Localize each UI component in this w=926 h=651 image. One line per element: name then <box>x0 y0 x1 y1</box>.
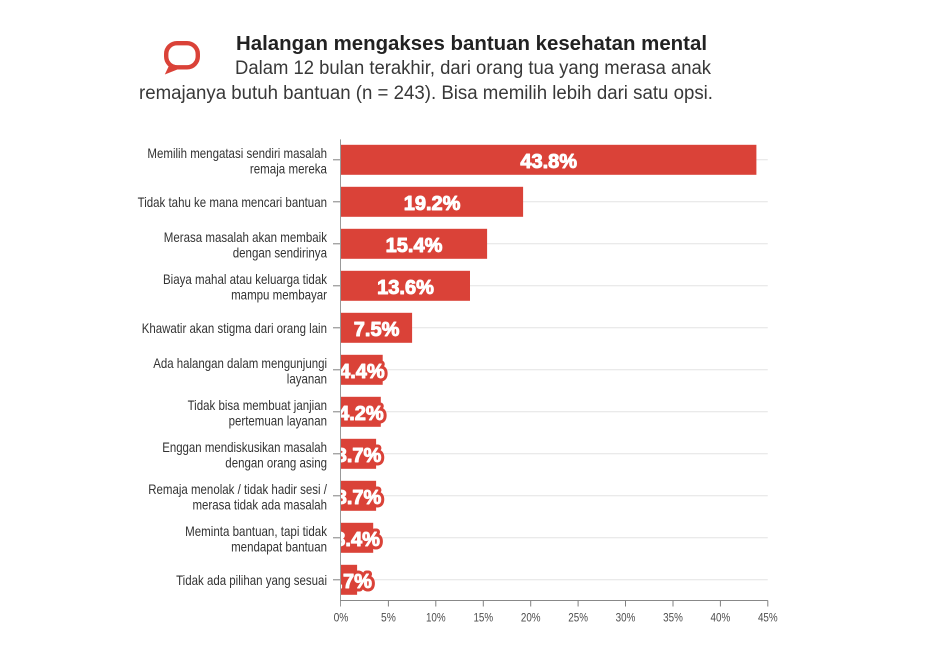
svg-text:3.7%: 3.7% <box>336 445 382 467</box>
svg-text:Remaja menolak / tidak hadir s: Remaja menolak / tidak hadir sesi / <box>148 481 327 497</box>
svg-text:35%: 35% <box>663 611 683 625</box>
svg-text:Tidak ada pilihan yang sesuai: Tidak ada pilihan yang sesuai <box>176 572 327 588</box>
svg-text:43.8%: 43.8% <box>520 151 577 173</box>
svg-text:3.4%: 3.4% <box>334 529 380 551</box>
svg-text:Ada halangan dalam mengunjungi: Ada halangan dalam mengunjungi <box>153 355 327 371</box>
svg-text:10%: 10% <box>426 611 446 625</box>
svg-text:remajanya butuh bantuan (n = 2: remajanya butuh bantuan (n = 243). Bisa … <box>139 83 713 104</box>
svg-text:Merasa masalah akan membaik: Merasa masalah akan membaik <box>164 229 328 245</box>
svg-text:7.5%: 7.5% <box>354 319 400 341</box>
svg-text:Tidak tahu ke mana mencari ban: Tidak tahu ke mana mencari bantuan <box>138 194 327 210</box>
svg-text:30%: 30% <box>616 611 636 625</box>
svg-text:13.6%: 13.6% <box>377 277 434 299</box>
svg-text:4.2%: 4.2% <box>338 403 384 425</box>
svg-text:15.4%: 15.4% <box>386 235 443 257</box>
svg-text:3.7%: 3.7% <box>336 487 382 509</box>
svg-text:13.6%: 13.6% <box>377 277 434 299</box>
svg-text:Enggan mendiskusikan masalah: Enggan mendiskusikan masalah <box>162 439 327 455</box>
svg-text:Tidak bisa membuat janjian: Tidak bisa membuat janjian <box>188 397 327 413</box>
svg-text:dengan orang asing: dengan orang asing <box>225 454 327 470</box>
svg-text:7.5%: 7.5% <box>354 319 400 341</box>
svg-text:layanan: layanan <box>287 370 327 386</box>
svg-text:19.2%: 19.2% <box>404 193 461 215</box>
svg-text:dengan sendirinya: dengan sendirinya <box>233 244 327 260</box>
svg-text:45%: 45% <box>758 611 778 625</box>
svg-text:Meminta bantuan, tapi tidak: Meminta bantuan, tapi tidak <box>185 523 328 539</box>
svg-text:15.4%: 15.4% <box>386 235 443 257</box>
svg-text:1.7%: 1.7% <box>326 571 372 593</box>
svg-text:20%: 20% <box>521 611 541 625</box>
svg-text:3.7%: 3.7% <box>336 487 382 509</box>
svg-text:4.2%: 4.2% <box>338 403 384 425</box>
svg-text:Dalam 12 bulan terakhir, dari: Dalam 12 bulan terakhir, dari orang tua … <box>235 58 711 79</box>
svg-text:0%: 0% <box>334 611 349 625</box>
svg-text:pertemuan layanan: pertemuan layanan <box>229 412 327 428</box>
svg-text:40%: 40% <box>711 611 731 625</box>
svg-text:25%: 25% <box>568 611 588 625</box>
svg-text:5%: 5% <box>381 611 396 625</box>
svg-text:15%: 15% <box>473 611 493 625</box>
svg-text:mendapat bantuan: mendapat bantuan <box>231 538 327 554</box>
svg-text:Memilih mengatasi sendiri masa: Memilih mengatasi sendiri masalah <box>147 145 327 161</box>
svg-text:mampu membayar: mampu membayar <box>231 286 327 302</box>
svg-text:43.8%: 43.8% <box>520 151 577 173</box>
svg-text:19.2%: 19.2% <box>404 193 461 215</box>
svg-text:4.4%: 4.4% <box>339 361 385 383</box>
svg-text:Halangan mengakses bantuan kes: Halangan mengakses bantuan kesehatan men… <box>236 33 707 55</box>
svg-text:3.4%: 3.4% <box>334 529 380 551</box>
svg-text:merasa tidak ada masalah: merasa tidak ada masalah <box>193 496 328 512</box>
svg-text:4.4%: 4.4% <box>339 361 385 383</box>
svg-text:remaja mereka: remaja mereka <box>250 160 327 176</box>
svg-text:3.7%: 3.7% <box>336 445 382 467</box>
svg-text:1.7%: 1.7% <box>326 571 372 593</box>
svg-text:Biaya mahal atau keluarga tida: Biaya mahal atau keluarga tidak <box>163 271 328 287</box>
svg-text:Khawatir akan stigma dari oran: Khawatir akan stigma dari orang lain <box>142 320 327 336</box>
